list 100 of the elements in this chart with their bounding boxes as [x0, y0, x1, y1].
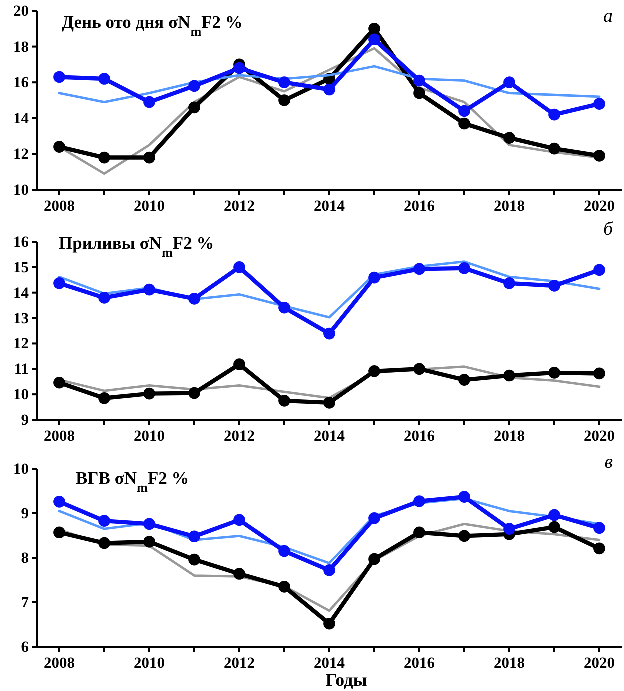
point: [458, 262, 470, 274]
point: [144, 284, 156, 296]
point: [144, 388, 156, 400]
x-tick-label: 2012: [224, 428, 256, 446]
point: [188, 293, 200, 305]
point: [414, 263, 426, 276]
point: [594, 368, 606, 380]
point: [144, 536, 156, 548]
x-axis-title: Годы: [326, 670, 368, 690]
point: [188, 387, 200, 400]
y-tick-label: 16: [14, 74, 30, 92]
point: [324, 618, 336, 630]
point: [234, 568, 246, 580]
point: [504, 278, 516, 290]
chart-title: ВГВ σN$_{m}$F2 %: [76, 468, 190, 494]
point: [548, 509, 560, 522]
point: [144, 518, 156, 530]
point: [504, 76, 516, 89]
annotation: а: [604, 6, 613, 27]
y-tick-label: 16: [14, 234, 30, 251]
point: [188, 80, 200, 92]
point: [98, 515, 110, 527]
y-tick-label: 18: [14, 38, 30, 56]
point: [368, 366, 380, 378]
point: [278, 545, 290, 558]
point: [414, 496, 426, 508]
y-tick-label: 8: [21, 550, 30, 567]
point: [98, 537, 110, 550]
x-tick-label: 2016: [404, 198, 436, 216]
point: [144, 96, 156, 108]
point: [414, 74, 426, 87]
point: [458, 118, 470, 130]
point: [548, 280, 560, 292]
point: [98, 392, 110, 404]
y-tick-label: 6: [21, 638, 30, 656]
point: [548, 108, 560, 121]
y-tick-label: 10: [14, 460, 30, 478]
x-tick-label: 2018: [494, 655, 526, 672]
annotation: в: [604, 452, 613, 473]
point: [188, 554, 200, 566]
point: [278, 94, 290, 106]
point: [54, 496, 66, 508]
x-tick-label: 2010: [134, 428, 166, 446]
y-tick-label: 20: [14, 2, 30, 20]
point: [324, 564, 336, 576]
y-tick-label: 14: [14, 284, 30, 302]
point: [234, 514, 246, 526]
point: [234, 358, 246, 370]
point: [54, 71, 66, 84]
point: [278, 302, 290, 314]
point: [414, 526, 426, 539]
x-tick-label: 2012: [224, 655, 256, 672]
y-tick-label: 11: [14, 361, 29, 378]
text: б: [603, 219, 614, 240]
point: [188, 102, 200, 114]
point: [98, 73, 110, 85]
x-tick-label: 2020: [584, 198, 616, 216]
x-tick-label: 2008: [44, 428, 76, 446]
point: [458, 105, 470, 118]
x-tick-label: 2018: [494, 198, 526, 216]
point: [188, 530, 200, 543]
point: [368, 272, 380, 284]
x-tick-label: 2008: [44, 655, 76, 672]
point: [98, 152, 110, 164]
y-tick-label: 12: [14, 336, 30, 353]
point: [144, 152, 156, 164]
point: [594, 522, 606, 534]
point: [54, 526, 66, 539]
point: [98, 292, 110, 304]
point: [54, 141, 66, 153]
point: [594, 98, 606, 110]
y-tick-label: 15: [14, 259, 30, 276]
x-tick-label: 2014: [314, 428, 346, 446]
x-tick-label: 2010: [134, 655, 166, 672]
x-tick-label: 2018: [494, 428, 526, 446]
point: [594, 264, 606, 276]
point: [458, 530, 470, 542]
x-tick-label: 2020: [584, 428, 616, 446]
x-tick-label: 2012: [224, 198, 256, 216]
point: [54, 376, 66, 389]
y-tick-label: 10: [14, 182, 30, 199]
point: [278, 581, 290, 593]
point: [548, 521, 560, 534]
point: [504, 370, 516, 382]
point: [324, 328, 336, 340]
point: [278, 76, 290, 89]
point: [324, 84, 336, 96]
chart-title: День ото дня σN$_{m}$F2 %: [62, 12, 243, 38]
y-tick-label: 9: [21, 505, 30, 522]
y-tick-label: 10: [14, 386, 30, 404]
point: [548, 367, 560, 379]
y-tick-label: 14: [14, 110, 30, 128]
point: [234, 62, 246, 74]
x-tick-label: 2020: [584, 655, 616, 672]
point: [458, 374, 470, 386]
point: [234, 262, 246, 274]
point: [324, 397, 336, 409]
x-tick-label: 2016: [404, 655, 436, 672]
y-tick-label: 7: [21, 594, 30, 612]
y-tick-label: 9: [21, 412, 30, 429]
